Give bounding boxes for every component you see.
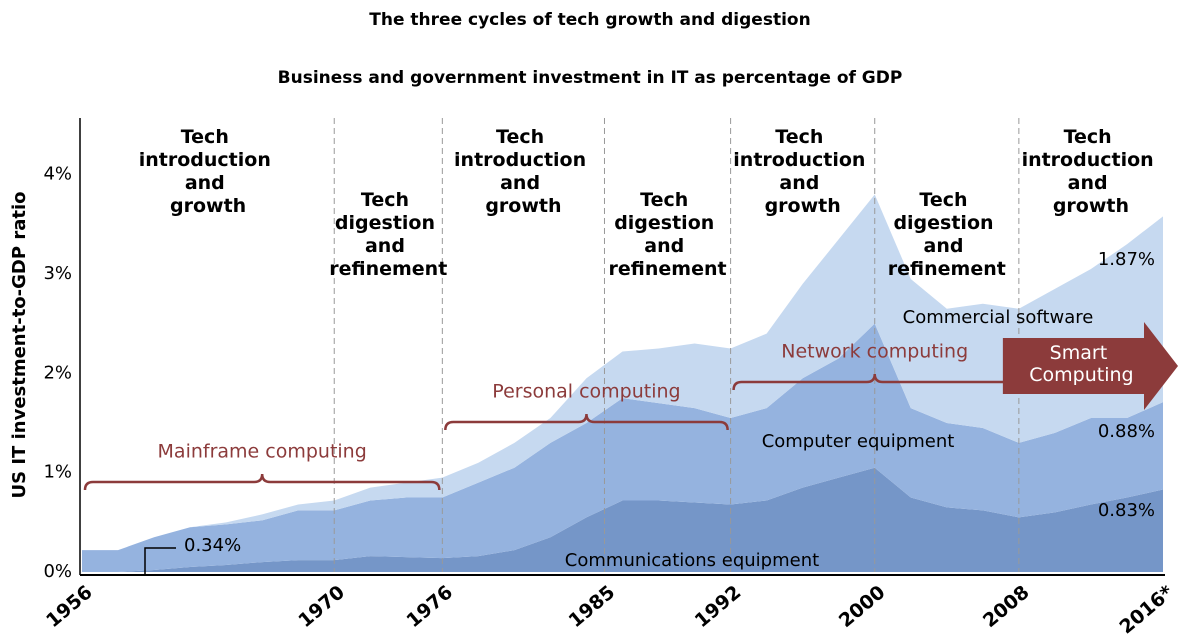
area xyxy=(82,194,1163,551)
y-tick-label: 4% xyxy=(43,164,72,185)
series-label: Commercial software xyxy=(903,307,1094,328)
x-tick-label: 1976 xyxy=(402,581,457,632)
x-tick-label: 1970 xyxy=(294,581,349,632)
era-bracket xyxy=(444,413,729,431)
y-tick-label: 1% xyxy=(43,462,72,483)
era-label: Mainframe computing xyxy=(158,441,367,463)
phase-label: Tech introduction and growth xyxy=(1022,126,1161,217)
phase-label: Tech digestion and refinement xyxy=(888,189,1006,280)
leader-line xyxy=(144,547,176,575)
y-tick-label: 2% xyxy=(43,362,72,383)
x-tick-label: 2016* xyxy=(1115,581,1177,638)
chart-subtitle: Business and government investment in IT… xyxy=(278,68,903,88)
annotation: 0.34% xyxy=(184,535,241,556)
phase-label: Tech introduction and growth xyxy=(733,126,872,217)
value-label: 1.87% xyxy=(1098,249,1155,270)
era-label: Smart Computing xyxy=(1029,342,1133,386)
phase-label: Tech digestion and refinement xyxy=(609,189,727,280)
era-label: Personal computing xyxy=(492,381,680,403)
area xyxy=(82,467,1163,572)
x-tick-label: 2008 xyxy=(979,581,1034,632)
phase-label: Tech introduction and growth xyxy=(454,126,593,217)
era-label: Network computing xyxy=(781,341,968,363)
phase-label: Tech digestion and refinement xyxy=(329,189,447,280)
y-tick-label: 3% xyxy=(43,263,72,284)
chart-title: The three cycles of tech growth and dige… xyxy=(369,10,810,30)
x-tick-label: 2000 xyxy=(835,581,890,632)
era-arrow xyxy=(1002,322,1178,410)
x-tick-label: 1992 xyxy=(691,581,746,632)
y-tick-label: 0% xyxy=(43,561,72,582)
x-tick-label: 1956 xyxy=(42,581,97,632)
x-tick-label: 1985 xyxy=(565,581,620,632)
area xyxy=(82,323,1163,572)
series-label: Computer equipment xyxy=(762,431,955,452)
era-bracket xyxy=(83,473,441,491)
value-label: 0.88% xyxy=(1098,421,1155,442)
phase-label: Tech introduction and growth xyxy=(139,126,278,217)
value-label: 0.83% xyxy=(1098,500,1155,521)
y-axis-label: US IT investment-to-GDP ratio xyxy=(9,192,30,499)
series-label: Communications equipment xyxy=(565,550,819,571)
